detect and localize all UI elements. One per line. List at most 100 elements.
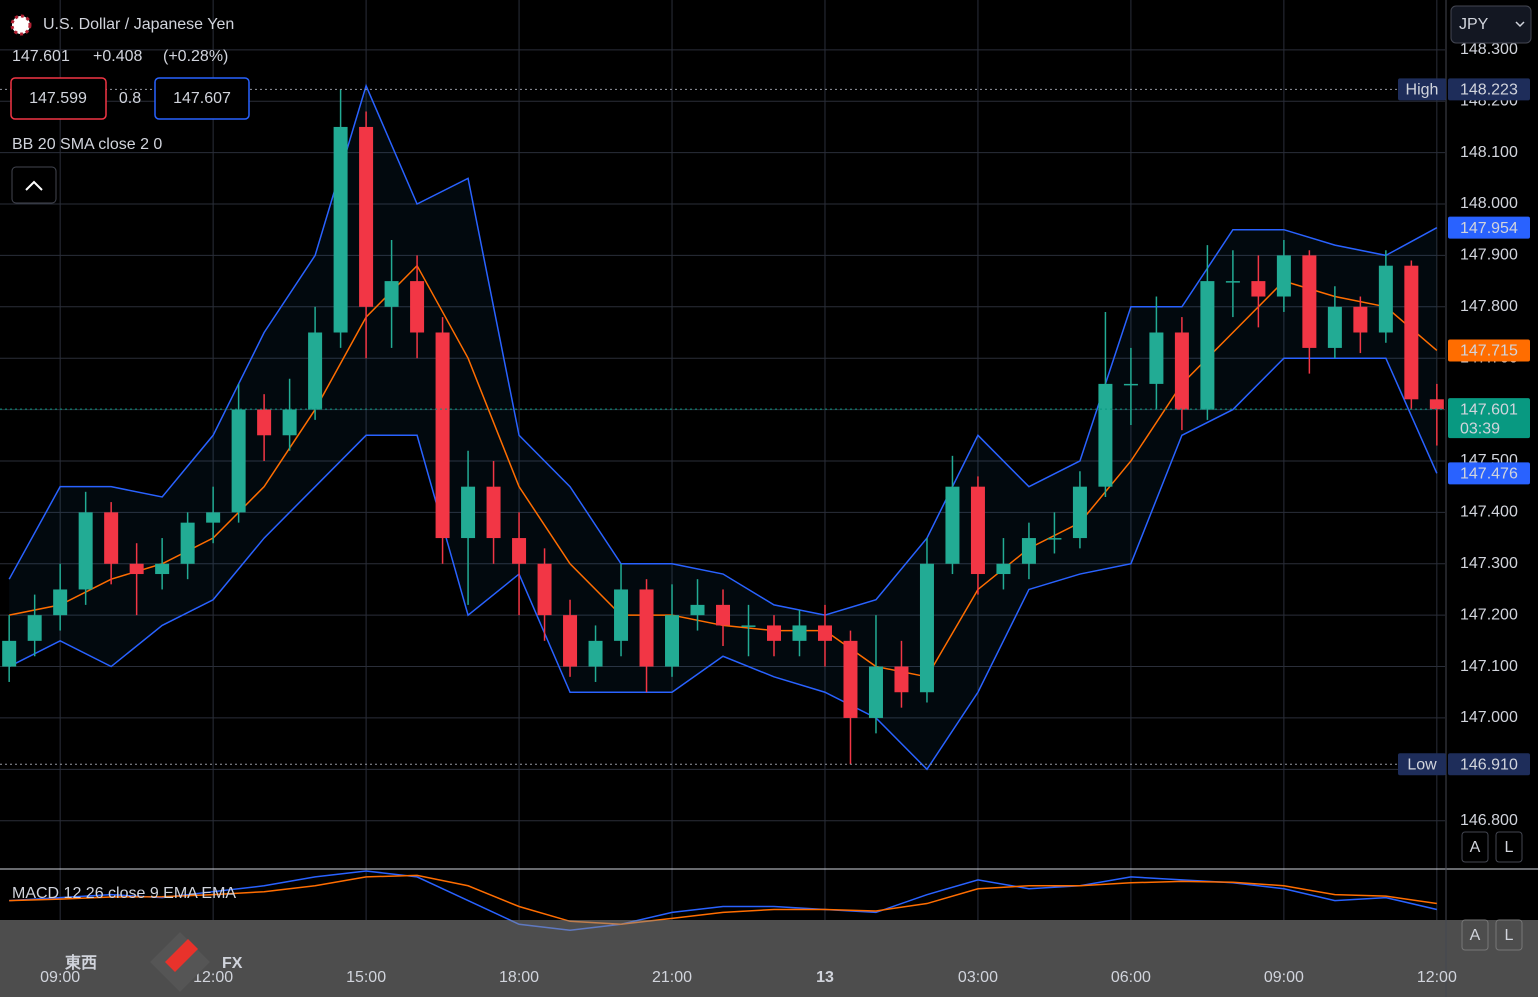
x-tick-label: 13 (816, 969, 834, 986)
brand-diamond-accent (165, 939, 198, 972)
candle-body (1123, 383, 1138, 386)
candle-body (1276, 255, 1291, 297)
candle-body (894, 666, 909, 693)
candle-body (282, 409, 297, 436)
macd-line (9, 874, 1437, 926)
candle-body (1174, 332, 1189, 410)
macd-label: MACD 12 26 close 9 EMA EMA (12, 885, 236, 902)
y-tick-label: 147.800 (1460, 298, 1518, 315)
candle-body (129, 563, 144, 575)
x-tick-label: 12:00 (1417, 969, 1457, 986)
auto-label[interactable]: A (1470, 839, 1481, 856)
candle-body (588, 640, 603, 667)
y-tick-label: 147.900 (1460, 247, 1518, 264)
x-tick-label: 15:00 (346, 969, 386, 986)
candle-body (665, 615, 680, 667)
candle-body (180, 522, 195, 564)
candle-body (843, 640, 858, 718)
log-button[interactable] (1495, 831, 1523, 863)
x-tick-label: 09:00 (1264, 969, 1304, 986)
candle-body (1327, 306, 1342, 348)
currency-select[interactable] (1450, 5, 1532, 44)
candle-body (537, 563, 552, 616)
candle-body (792, 625, 807, 641)
y-tick-label: 146.800 (1460, 812, 1518, 829)
log-label-macd[interactable]: L (1505, 927, 1514, 944)
extreme-tag-label: High (1406, 82, 1439, 99)
candle-body (257, 409, 272, 436)
candle-body (206, 512, 221, 523)
candle-body (868, 666, 883, 718)
candle-body (1021, 538, 1036, 564)
y-tick-label: 148.300 (1460, 41, 1518, 58)
candle-body (1378, 265, 1393, 333)
candle-body (461, 486, 476, 539)
candle-body (1047, 538, 1062, 540)
auto-button[interactable] (1461, 831, 1489, 863)
candle-body (486, 486, 501, 539)
price-badge (1448, 753, 1530, 776)
currency-label[interactable]: JPY (1459, 16, 1489, 33)
x-tick-label: 12:00 (193, 969, 233, 986)
candle-body (359, 126, 374, 307)
price-badge-label: 148.223 (1460, 82, 1518, 99)
candle-body (104, 512, 119, 564)
candle-body (1404, 265, 1419, 400)
extreme-tag-label: Low (1407, 756, 1437, 773)
band-upper (8, 83, 1438, 616)
candle-body (333, 126, 348, 333)
band-lower (8, 357, 1438, 771)
y-tick-label: 148.100 (1460, 144, 1518, 161)
candle-body (512, 538, 527, 564)
y-tick-label: 147.300 (1460, 555, 1518, 572)
candle-body (2, 640, 17, 667)
price-badge-label: 146.910 (1460, 756, 1518, 773)
extreme-tag (1398, 78, 1446, 101)
ask-button[interactable] (154, 77, 250, 120)
candle-body (155, 563, 170, 575)
price-badge-label: 147.476 (1460, 466, 1518, 483)
ask-price[interactable]: 147.607 (173, 90, 231, 107)
price-badge-label: 147.715 (1460, 343, 1518, 360)
candle-body (716, 604, 731, 626)
candle-body (384, 281, 399, 307)
collapse-button[interactable] (11, 166, 57, 204)
log-label[interactable]: L (1505, 839, 1514, 856)
candle-body (27, 615, 42, 641)
log-button-macd[interactable] (1495, 919, 1523, 951)
candle-body (1251, 281, 1266, 297)
candle-body (435, 332, 450, 539)
candle-body (766, 625, 781, 641)
x-tick-label: 06:00 (1111, 969, 1151, 986)
brand-right: FX (222, 955, 243, 972)
last-price: 147.601 (12, 48, 70, 65)
candle-body (231, 409, 246, 513)
flag-stripes (10, 14, 32, 36)
candle-body (690, 604, 705, 616)
brand-left: 東西 (65, 953, 97, 972)
bid-price[interactable]: 147.599 (29, 90, 87, 107)
y-tick-label: 148.000 (1460, 195, 1518, 212)
bid-button[interactable] (10, 77, 107, 120)
indicator-label: BB 20 SMA close 2 0 (12, 136, 162, 153)
macd-line (9, 870, 1438, 931)
candle-body (308, 332, 323, 410)
candle-body (817, 625, 832, 641)
candle-body (945, 486, 960, 564)
x-tick-label: 09:00 (40, 969, 80, 986)
spread: 0.8 (119, 90, 141, 107)
candle-body (1429, 399, 1444, 410)
flag-icon (12, 16, 30, 34)
price-badge (1448, 339, 1530, 362)
auto-label-macd[interactable]: A (1470, 927, 1481, 944)
candle-body (614, 589, 629, 641)
candle-body (78, 512, 93, 590)
candle-body (741, 625, 756, 627)
candle-body (919, 563, 934, 693)
candle-body (1302, 255, 1317, 348)
candle-body (1098, 383, 1113, 487)
candle-body (563, 615, 578, 667)
candle-body (410, 281, 425, 333)
price-badge (1448, 216, 1530, 239)
auto-button-macd[interactable] (1461, 919, 1489, 951)
